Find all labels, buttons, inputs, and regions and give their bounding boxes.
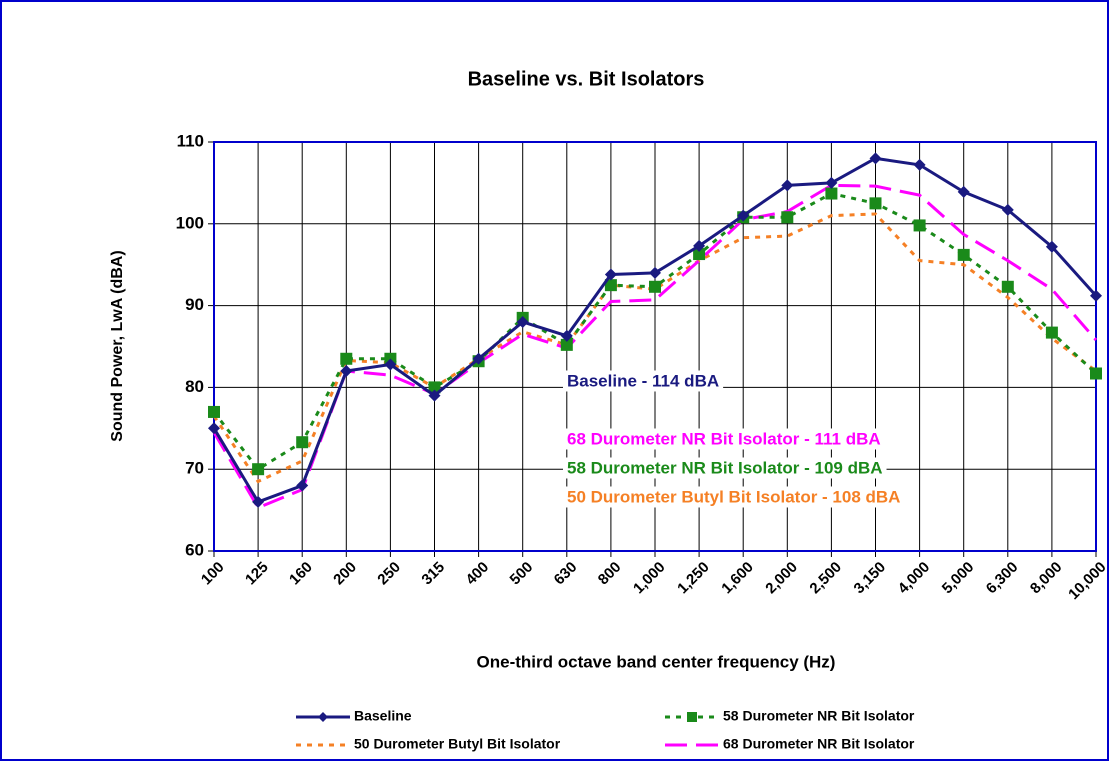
marker-diamond <box>604 268 617 281</box>
marker-square <box>693 248 706 261</box>
marker-diamond <box>869 152 882 165</box>
y-tick-label: 110 <box>177 131 204 150</box>
marker-square <box>252 463 265 476</box>
annotation: 58 Durometer NR Bit Isolator - 109 dBA <box>567 458 883 477</box>
marker-diamond <box>384 358 397 371</box>
marker-diamond <box>208 422 220 435</box>
legend-label: Baseline <box>354 708 412 724</box>
marker-diamond <box>1045 240 1058 253</box>
marker-square <box>428 381 441 394</box>
marker-square <box>340 352 353 365</box>
chart-title: Baseline vs. Bit Isolators <box>468 68 705 90</box>
annotation: 50 Durometer Butyl Bit Isolator - 108 dB… <box>567 487 900 506</box>
legend-label: 50 Durometer Butyl Bit Isolator <box>354 736 561 752</box>
marker-square <box>957 248 970 261</box>
marker-diamond <box>913 158 926 171</box>
marker-diamond <box>737 209 750 222</box>
marker-square <box>913 219 926 232</box>
marker-diamond <box>340 365 353 378</box>
x-axis-label: One-third octave band center frequency (… <box>477 652 836 671</box>
legend-label: 58 Durometer NR Bit Isolator <box>723 708 915 724</box>
y-tick-label: 100 <box>176 213 204 232</box>
marker-diamond <box>296 479 309 492</box>
marker-square <box>1090 367 1102 380</box>
y-tick-label: 90 <box>185 295 204 314</box>
annotation-background <box>563 486 905 508</box>
marker-diamond <box>428 389 441 402</box>
marker-diamond <box>252 495 265 508</box>
plot-border <box>213 141 1097 552</box>
legend-marker <box>687 712 697 722</box>
marker-diamond <box>1001 203 1014 216</box>
marker-square <box>1001 280 1014 293</box>
y-tick-label: 70 <box>185 459 204 478</box>
y-tick-label: 80 <box>185 377 204 396</box>
y-axis-label: Sound Power, LwA (dBA) <box>109 250 126 441</box>
annotation-background <box>563 370 724 392</box>
legend-label: 68 Durometer NR Bit Isolator <box>723 736 915 752</box>
marker-diamond <box>957 185 970 198</box>
marker-square <box>560 338 573 351</box>
marker-diamond <box>825 176 838 189</box>
annotation-background <box>563 428 885 450</box>
marker-diamond <box>649 266 661 279</box>
marker-diamond <box>472 352 485 365</box>
marker-square <box>604 279 617 292</box>
marker-square <box>1045 326 1058 339</box>
y-tick-label: 60 <box>185 540 204 559</box>
marker-square <box>208 405 220 418</box>
marker-diamond <box>560 329 573 342</box>
marker-square <box>869 197 882 210</box>
annotation: Baseline - 114 dBA <box>567 371 719 390</box>
marker-diamond <box>781 179 794 192</box>
marker-diamond <box>693 239 706 252</box>
marker-square <box>781 211 794 224</box>
marker-diamond <box>1090 289 1102 302</box>
annotation: 68 Durometer NR Bit Isolator - 111 dBA <box>567 429 881 448</box>
marker-square <box>649 280 661 293</box>
marker-square <box>296 436 309 449</box>
legend-marker <box>318 712 328 722</box>
marker-square <box>825 187 838 200</box>
annotation-background <box>563 457 887 479</box>
marker-diamond <box>516 315 529 328</box>
